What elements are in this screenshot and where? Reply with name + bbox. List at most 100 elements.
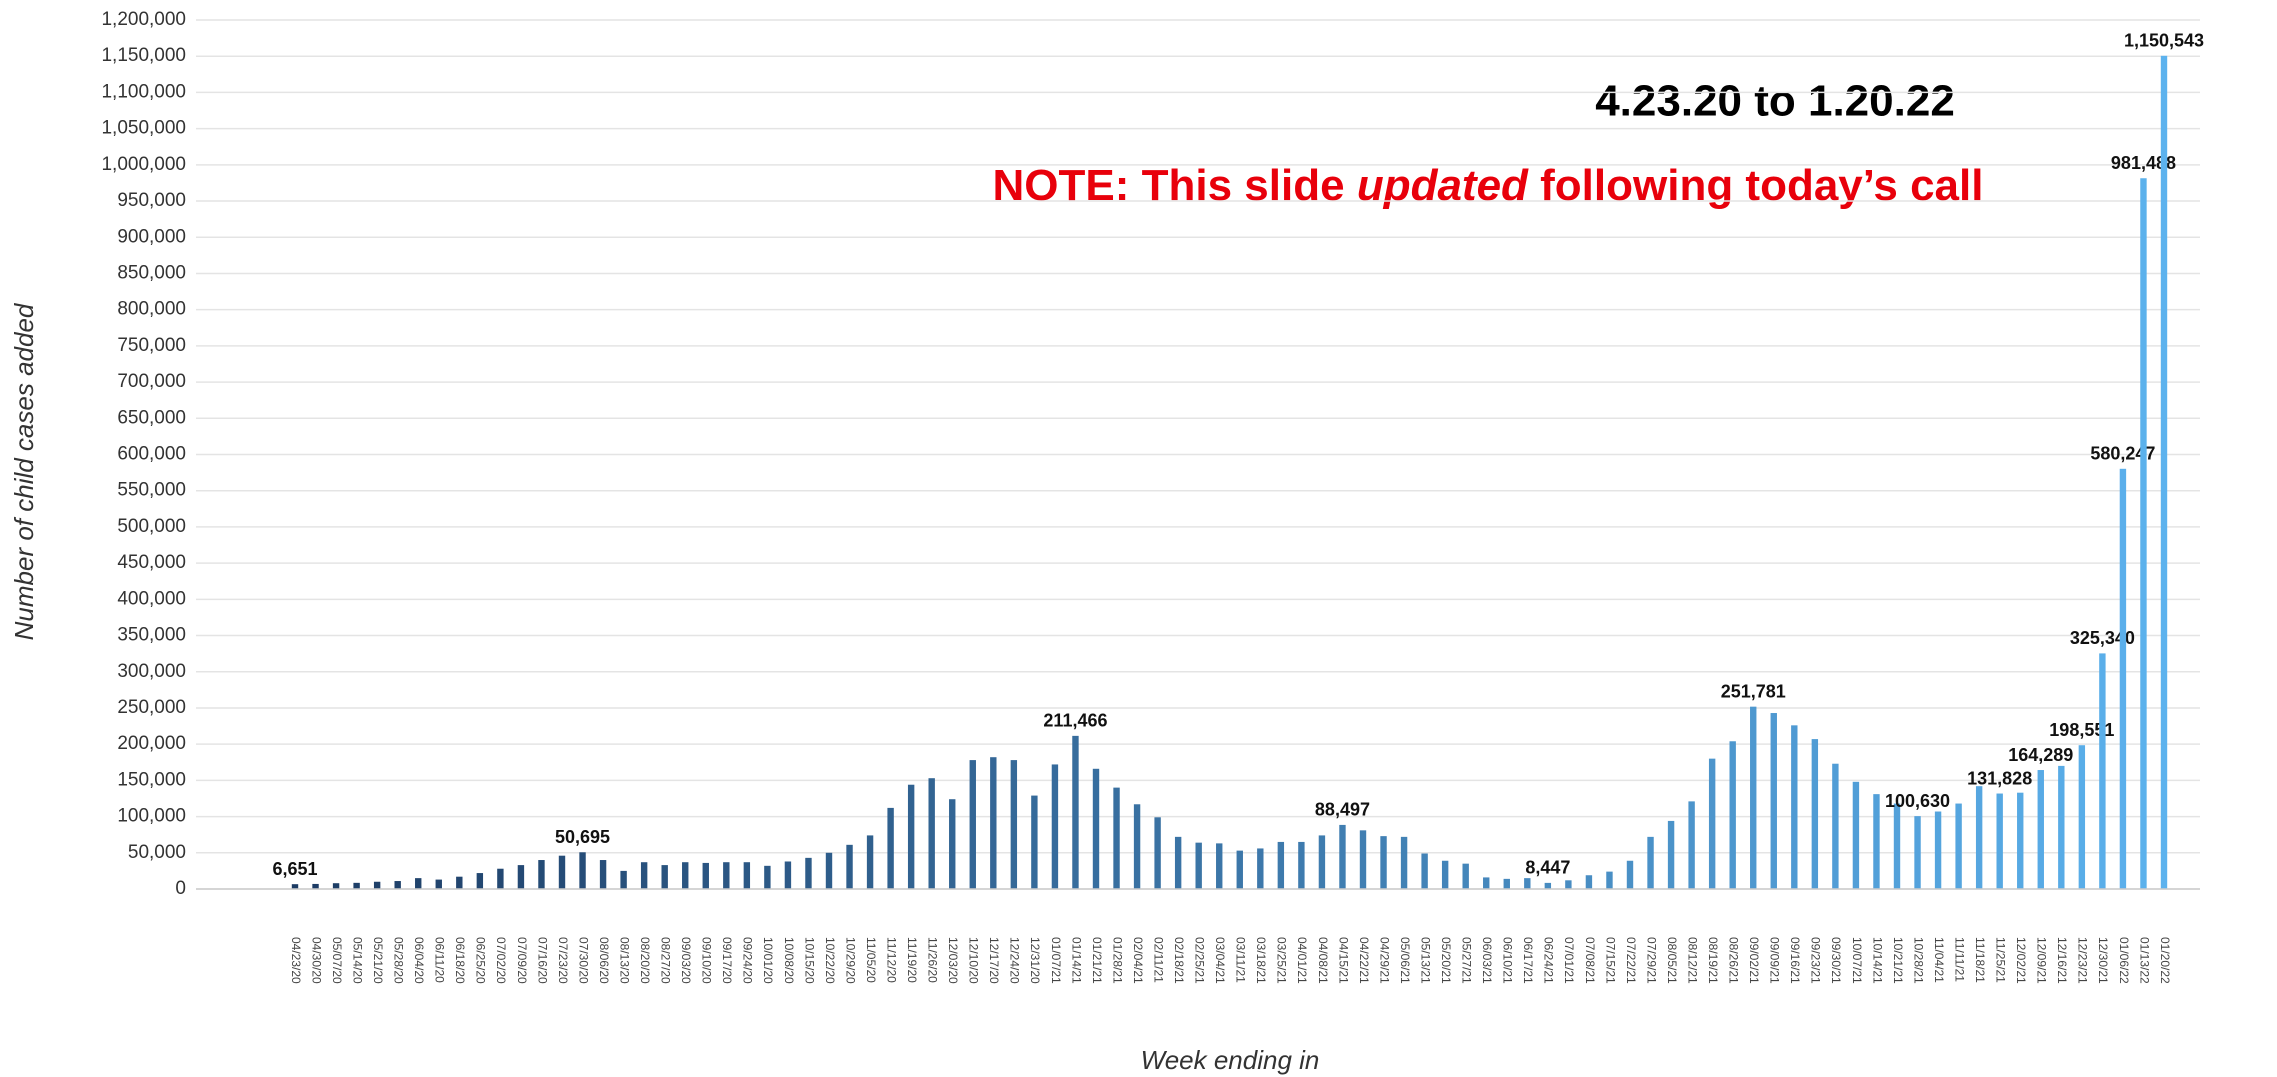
bar [1380, 836, 1387, 889]
note-emphasis: updated [1357, 161, 1529, 210]
bar [825, 852, 833, 889]
bar [1031, 795, 1038, 889]
x-tick-label: 08/27/20 [659, 937, 673, 984]
x-tick-label: 06/25/20 [474, 937, 488, 984]
x-tick-label: 08/20/20 [638, 937, 652, 984]
x-tick-label: 12/09/21 [2035, 937, 2049, 984]
y-tick-label: 150,000 [117, 769, 186, 790]
bar [2099, 653, 2106, 889]
x-tick-label: 02/04/21 [1131, 937, 1145, 984]
data-label: 211,466 [1043, 711, 1107, 731]
bar [1298, 841, 1305, 889]
x-tick-label: 06/04/20 [412, 937, 426, 984]
bar [928, 778, 935, 889]
bar [620, 870, 627, 889]
data-label: 251,781 [1721, 681, 1786, 701]
bar [1565, 880, 1572, 889]
x-tick-label: 01/06/22 [2117, 937, 2131, 984]
x-tick-label: 10/08/20 [782, 937, 796, 984]
x-tick-label: 11/05/20 [864, 937, 878, 983]
y-tick-label: 1,100,000 [101, 81, 186, 102]
bar [1975, 786, 1983, 889]
x-tick-label: 05/21/20 [371, 937, 385, 984]
y-tick-label: 650,000 [117, 407, 186, 428]
x-tick-label: 11/11/21 [1952, 937, 1966, 982]
y-tick-label: 400,000 [117, 588, 186, 609]
date-range: 4.23.20 to 1.20.22 [1595, 77, 1955, 126]
x-tick-label: 10/28/21 [1911, 937, 1925, 984]
bar [846, 844, 853, 889]
x-tick-label: 04/30/20 [309, 937, 323, 984]
x-tick-label: 04/22/21 [1357, 937, 1371, 984]
x-tick-label: 10/07/21 [1850, 937, 1864, 984]
note-part: NOTE: This slide [993, 161, 1357, 210]
bar [291, 884, 299, 889]
bar [1195, 842, 1202, 889]
x-tick-label: 12/31/20 [1028, 937, 1042, 984]
bar [1133, 804, 1141, 889]
x-tick-label: 07/15/21 [1603, 937, 1617, 984]
data-label: 164,289 [2008, 745, 2073, 765]
x-tick-label: 08/13/20 [617, 937, 631, 984]
bar [723, 862, 730, 889]
x-tick-label: 07/02/20 [494, 937, 508, 984]
y-tick-label: 200,000 [117, 733, 186, 754]
x-tick-label: 04/08/21 [1316, 937, 1330, 984]
bar [764, 865, 771, 889]
x-tick-label: 05/07/20 [330, 937, 344, 984]
note: NOTE: This slide updated following today… [993, 161, 1984, 210]
x-tick-label: 01/13/22 [2137, 937, 2151, 984]
bar [2037, 770, 2044, 889]
bar [949, 799, 956, 889]
bar [1914, 816, 1921, 889]
note-part: following today’s call [1528, 161, 1984, 210]
y-tick-label: 950,000 [117, 190, 186, 211]
bar [1873, 794, 1880, 889]
x-tick-label: 06/24/21 [1542, 937, 1556, 984]
x-tick-label: 02/18/21 [1172, 937, 1186, 984]
x-tick-label: 10/01/20 [761, 937, 775, 984]
x-tick-label: 06/18/20 [453, 937, 467, 984]
x-tick-label: 05/06/21 [1398, 937, 1412, 984]
x-tick-label: 06/17/21 [1521, 937, 1535, 984]
bar [990, 757, 997, 889]
bar [394, 881, 401, 889]
y-tick-label: 500,000 [117, 516, 186, 537]
bar [1441, 860, 1449, 889]
x-tick-label: 11/19/20 [905, 937, 919, 983]
bar [1072, 735, 1079, 889]
data-label: 1,150,543 [2124, 31, 2204, 51]
bar [1852, 781, 1860, 889]
x-tick-label: 02/25/21 [1193, 937, 1207, 984]
bar [497, 868, 504, 889]
bar [1483, 877, 1490, 889]
x-tick-label: 05/14/20 [350, 937, 364, 984]
x-tick-label: 01/21/21 [1090, 937, 1104, 984]
x-tick-label: 09/02/21 [1747, 937, 1761, 984]
x-tick-label: 03/25/21 [1275, 937, 1289, 984]
x-tick-label: 09/30/21 [1829, 937, 1843, 984]
bar [969, 760, 976, 889]
data-label: 50,695 [555, 827, 610, 847]
bar [1421, 853, 1428, 889]
bar [1257, 848, 1264, 889]
x-tick-label: 06/11/20 [433, 937, 447, 983]
y-tick-label: 1,150,000 [101, 45, 186, 66]
x-tick-label: 12/23/21 [2076, 937, 2090, 984]
bar [1750, 706, 1757, 889]
bar [538, 860, 545, 889]
bar [435, 879, 442, 889]
y-tick-label: 850,000 [117, 262, 186, 283]
x-tick-label: 08/12/21 [1685, 937, 1699, 984]
x-tick-label: 09/23/21 [1809, 937, 1823, 984]
bar [599, 860, 607, 889]
bar [1996, 793, 2003, 889]
x-tick-label: 12/30/21 [2096, 937, 2110, 984]
bar [2140, 178, 2147, 889]
x-tick-label: 12/02/21 [2014, 937, 2028, 984]
x-tick-label: 07/09/20 [515, 937, 529, 984]
bar [784, 861, 792, 889]
y-tick-label: 100,000 [117, 806, 186, 827]
x-tick-label: 09/16/21 [1788, 937, 1802, 984]
